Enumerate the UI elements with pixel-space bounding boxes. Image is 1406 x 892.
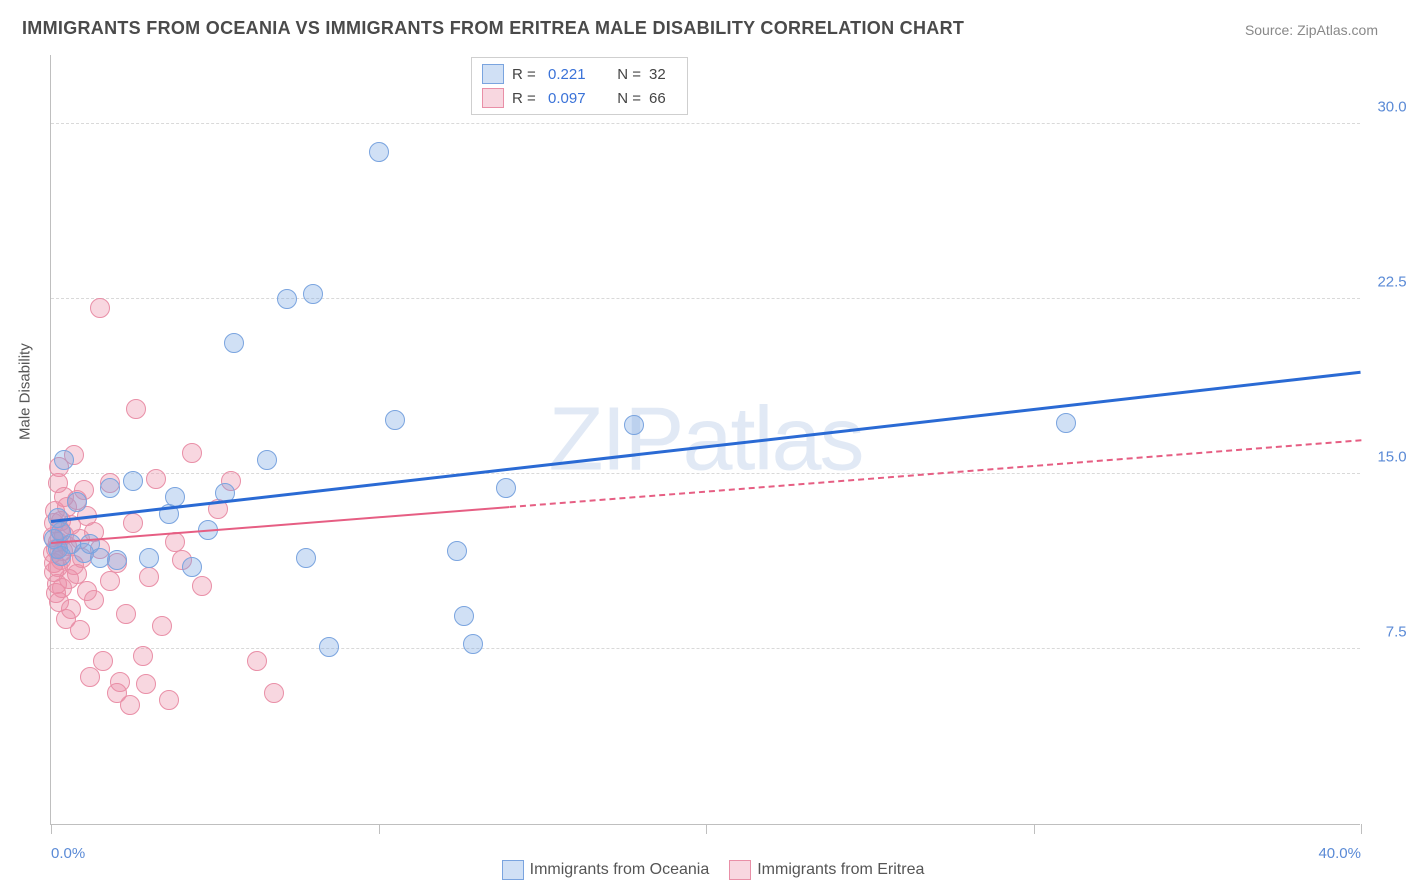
eritrea-point: [182, 443, 202, 463]
oceania-point: [369, 142, 389, 162]
oceania-point: [107, 550, 127, 570]
eritrea-point: [192, 576, 212, 596]
legend-row-eritrea: R = 0.097 N = 66: [482, 86, 677, 110]
y-tick-label: 15.0%: [1377, 449, 1406, 466]
x-tick: [1034, 824, 1035, 834]
eritrea-point: [159, 690, 179, 710]
eritrea-point: [126, 399, 146, 419]
oceania-point: [454, 606, 474, 626]
legend-series-label: Immigrants from Eritrea: [757, 861, 924, 878]
legend-swatch: [482, 64, 504, 84]
eritrea-point: [120, 695, 140, 715]
eritrea-point: [90, 298, 110, 318]
oceania-point: [182, 557, 202, 577]
legend-series-label: Immigrants from Oceania: [530, 861, 710, 878]
eritrea-point: [116, 604, 136, 624]
chart-title: IMMIGRANTS FROM OCEANIA VS IMMIGRANTS FR…: [22, 18, 964, 39]
legend-swatch: [482, 88, 504, 108]
gridline: [51, 123, 1360, 124]
oceania-point: [139, 548, 159, 568]
y-tick-label: 30.0%: [1377, 99, 1406, 116]
trend-line: [51, 371, 1361, 523]
n-value: 66: [649, 90, 677, 107]
eritrea-point: [146, 469, 166, 489]
eritrea-point: [139, 567, 159, 587]
eritrea-point: [61, 599, 81, 619]
n-label: N =: [611, 90, 641, 107]
gridline: [51, 473, 1360, 474]
oceania-point: [447, 541, 467, 561]
n-value: 32: [649, 66, 677, 83]
x-tick: [706, 824, 707, 834]
correlation-stats-legend: R = 0.221 N = 32 R = 0.097 N = 66: [471, 57, 688, 115]
r-value: 0.097: [548, 90, 603, 107]
oceania-point: [123, 471, 143, 491]
eritrea-point: [70, 620, 90, 640]
series-legend: Immigrants from Oceania Immigrants from E…: [0, 860, 1406, 880]
gridline: [51, 298, 1360, 299]
eritrea-point: [152, 616, 172, 636]
oceania-point: [496, 478, 516, 498]
y-tick-label: 22.5%: [1377, 274, 1406, 291]
source-name: ZipAtlas.com: [1297, 22, 1378, 38]
eritrea-point: [110, 672, 130, 692]
n-label: N =: [611, 66, 641, 83]
watermark-text: ZIPatlas: [548, 388, 862, 491]
oceania-point: [54, 450, 74, 470]
source-label: Source:: [1245, 22, 1297, 38]
legend-swatch: [502, 860, 524, 880]
eritrea-point: [123, 513, 143, 533]
oceania-point: [100, 478, 120, 498]
gridline: [51, 648, 1360, 649]
eritrea-point: [247, 651, 267, 671]
oceania-point: [319, 637, 339, 657]
x-tick: [51, 824, 52, 834]
r-label: R =: [512, 90, 540, 107]
oceania-point: [1056, 413, 1076, 433]
eritrea-point: [133, 646, 153, 666]
eritrea-point: [80, 667, 100, 687]
legend-row-oceania: R = 0.221 N = 32: [482, 62, 677, 86]
oceania-point: [224, 333, 244, 353]
oceania-point: [296, 548, 316, 568]
x-tick: [379, 824, 380, 834]
oceania-point: [385, 410, 405, 430]
eritrea-point: [100, 571, 120, 591]
x-tick: [1361, 824, 1362, 834]
eritrea-point: [264, 683, 284, 703]
oceania-point: [303, 284, 323, 304]
source-attribution: Source: ZipAtlas.com: [1245, 22, 1378, 38]
r-label: R =: [512, 66, 540, 83]
r-value: 0.221: [548, 66, 603, 83]
eritrea-point: [84, 590, 104, 610]
oceania-point: [277, 289, 297, 309]
legend-swatch: [729, 860, 751, 880]
oceania-point: [67, 492, 87, 512]
oceania-point: [463, 634, 483, 654]
y-axis-title: Male Disability: [17, 343, 34, 440]
y-tick-label: 7.5%: [1386, 624, 1406, 641]
oceania-point: [257, 450, 277, 470]
eritrea-point: [93, 651, 113, 671]
eritrea-point: [136, 674, 156, 694]
oceania-point: [624, 415, 644, 435]
scatter-plot-area: ZIPatlas R = 0.221N = 32R = 0.097N = 66 …: [50, 55, 1360, 825]
